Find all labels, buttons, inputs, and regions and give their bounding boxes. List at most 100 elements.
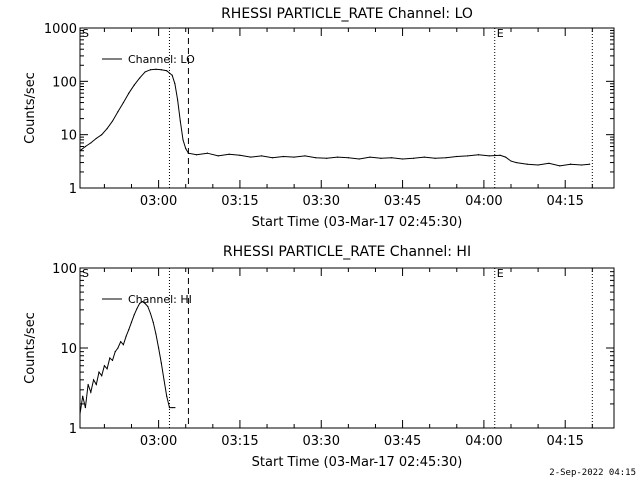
y-tick-label: 100 xyxy=(52,262,77,277)
data-point xyxy=(315,157,317,159)
data-point xyxy=(101,134,103,136)
data-point xyxy=(160,362,162,364)
data-point xyxy=(182,139,184,141)
data-point xyxy=(147,305,149,308)
data-point xyxy=(185,147,187,150)
data-point xyxy=(128,328,130,331)
data-point xyxy=(155,333,157,335)
x-tick-label: 04:00 xyxy=(465,194,502,209)
data-point xyxy=(499,154,501,156)
series-line-0-0 xyxy=(79,68,590,167)
data-point xyxy=(548,162,550,164)
data-point xyxy=(526,163,528,165)
data-point xyxy=(114,351,116,353)
data-point xyxy=(109,357,111,359)
data-point xyxy=(434,157,436,159)
data-point xyxy=(87,383,89,386)
data-point xyxy=(117,111,119,113)
data-point xyxy=(130,321,133,323)
data-point xyxy=(103,365,105,367)
data-point xyxy=(423,156,425,158)
data-point xyxy=(504,156,507,158)
data-point xyxy=(515,161,518,164)
chart-title: RHESSI PARTICLE_RATE Channel: LO xyxy=(221,6,473,22)
data-point xyxy=(250,156,252,158)
data-point xyxy=(101,375,103,377)
data-point xyxy=(98,371,100,373)
data-point xyxy=(187,152,190,154)
data-point xyxy=(120,341,122,343)
data-point xyxy=(84,145,87,148)
y-tick-label: 1000 xyxy=(44,22,77,37)
x-tick-label: 04:15 xyxy=(546,434,583,449)
data-point xyxy=(217,155,219,157)
data-point xyxy=(239,154,241,156)
data-point xyxy=(149,312,152,315)
data-point xyxy=(369,156,371,158)
data-point xyxy=(206,152,209,154)
x-tick-label: 03:00 xyxy=(140,194,177,209)
plot-frame xyxy=(79,27,615,189)
legend-label: Channel: HI xyxy=(128,293,192,306)
data-point xyxy=(79,150,81,152)
data-point xyxy=(559,165,561,167)
data-point xyxy=(176,99,179,101)
data-point xyxy=(456,155,458,158)
data-point xyxy=(125,335,127,337)
data-point xyxy=(122,344,124,346)
data-point xyxy=(445,157,447,159)
data-point xyxy=(152,321,154,323)
x-tick-label: 03:30 xyxy=(303,194,340,209)
data-point xyxy=(144,302,146,305)
data-point xyxy=(106,127,108,130)
series-line-1-0 xyxy=(79,300,175,414)
data-point xyxy=(228,153,230,155)
data-point xyxy=(179,120,181,122)
data-point xyxy=(304,155,306,157)
y-axis-label: Counts/sec xyxy=(23,312,38,384)
data-point xyxy=(136,308,138,310)
data-point xyxy=(90,391,92,393)
data-point xyxy=(160,69,162,71)
marker-s-label: S xyxy=(82,267,89,280)
y-tick-label: 1 xyxy=(69,422,77,437)
data-point xyxy=(510,160,512,162)
data-point xyxy=(401,158,404,160)
data-point xyxy=(171,406,173,409)
data-point xyxy=(358,158,360,160)
data-point xyxy=(95,137,97,140)
data-point xyxy=(391,157,393,159)
data-point xyxy=(92,379,95,381)
data-point xyxy=(570,163,572,165)
data-point xyxy=(111,359,114,361)
data-point xyxy=(90,142,92,144)
data-point xyxy=(139,302,141,305)
y-tick-label: 10 xyxy=(60,342,77,357)
x-tick-label: 03:00 xyxy=(140,434,177,449)
data-point xyxy=(488,155,490,157)
marker-e-label: E xyxy=(497,267,504,280)
y-axis-label: Counts/sec xyxy=(23,72,38,144)
data-point xyxy=(195,154,198,156)
data-point xyxy=(95,383,97,386)
y-tick-label: 1 xyxy=(69,182,77,197)
data-point xyxy=(412,157,415,159)
data-point xyxy=(155,68,157,70)
data-point xyxy=(106,368,108,370)
data-point xyxy=(128,92,130,94)
data-point xyxy=(133,84,135,86)
data-point xyxy=(158,347,160,349)
legend-label: Channel: LO xyxy=(128,53,195,66)
data-point xyxy=(580,164,583,166)
data-point xyxy=(174,83,176,85)
data-point xyxy=(293,156,295,158)
data-point xyxy=(139,77,141,79)
marker-e-label: E xyxy=(497,27,504,40)
x-tick-label: 03:15 xyxy=(221,434,258,449)
x-tick-label: 04:15 xyxy=(546,194,583,209)
data-point xyxy=(537,164,539,166)
data-point xyxy=(261,155,263,157)
data-point xyxy=(168,406,171,409)
data-point xyxy=(144,71,146,73)
